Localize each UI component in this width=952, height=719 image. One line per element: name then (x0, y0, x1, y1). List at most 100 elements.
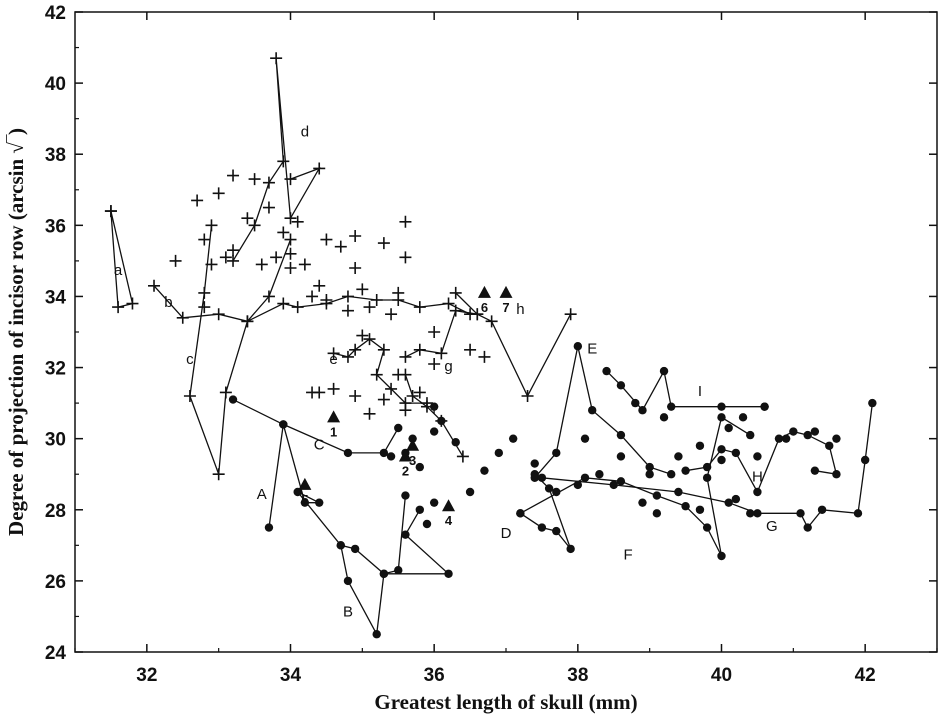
dot-marker (394, 566, 403, 575)
dot-marker (508, 434, 518, 443)
plus-marker (212, 187, 225, 200)
series-label-F: F (624, 547, 633, 564)
dot-marker (552, 526, 561, 536)
y-tick-label: 38 (45, 145, 66, 166)
plus-marker (428, 358, 441, 370)
dot-marker (573, 342, 583, 351)
reference-point-2: 2 (398, 449, 412, 478)
y-axis-title-group: Degree of projection of incisor row (arc… (4, 128, 28, 536)
y-tick-label: 36 (45, 216, 66, 237)
dot-marker (717, 551, 726, 561)
dot-marker (379, 448, 389, 458)
dot-marker (667, 470, 676, 479)
plot-frame (74, 11, 938, 653)
triangle-marker (298, 477, 312, 490)
series-h: h (449, 286, 577, 402)
plus-marker (564, 308, 577, 321)
dot-marker (746, 430, 755, 440)
dot-marker (573, 480, 583, 490)
plus-marker (205, 219, 218, 232)
plus-marker (442, 297, 455, 310)
plus-marker (270, 52, 283, 65)
series-line-A (268, 424, 407, 575)
triangle-marker (442, 499, 456, 512)
plus-marker (270, 251, 283, 264)
reference-label: 5 (301, 492, 308, 507)
dot-marker (667, 402, 676, 411)
plus-marker (435, 347, 448, 360)
dot-marker (789, 427, 798, 436)
dot-marker (681, 466, 690, 475)
plus-marker (464, 343, 477, 356)
plus-marker (219, 251, 232, 264)
series-g: g (399, 304, 484, 375)
plus-marker (363, 407, 376, 420)
plus-marker (377, 237, 390, 250)
dot-marker (530, 459, 539, 468)
x-axis-title: Greatest length of skull (mm) (374, 690, 637, 714)
dot-marker (602, 366, 611, 376)
series-b: b (148, 279, 477, 328)
dot-marker (860, 455, 870, 465)
dot-marker (537, 523, 547, 532)
dot-marker (717, 455, 726, 465)
plus-marker (284, 233, 297, 246)
plus-marker (169, 254, 182, 267)
dot-marker (753, 509, 762, 518)
dot-marker (645, 470, 654, 479)
plus-marker (227, 244, 240, 257)
y-tick-label: 24 (45, 643, 67, 664)
dot-marker (494, 448, 504, 458)
dot-marker (810, 427, 820, 436)
plus-marker (219, 386, 232, 399)
dot-marker (595, 470, 604, 479)
plus-marker (399, 215, 412, 228)
x-tick-label: 40 (711, 665, 732, 686)
y-tick-label: 32 (45, 359, 66, 380)
series-line-a (110, 210, 134, 308)
series-label-E: E (587, 340, 597, 357)
y-tick-label: 30 (45, 430, 66, 451)
plus-marker (313, 162, 326, 175)
dot-marker (552, 487, 561, 497)
dot-marker (853, 509, 863, 518)
plus-marker (413, 343, 426, 356)
dot-marker (516, 509, 525, 518)
plus-marker (148, 279, 161, 292)
plus-marker (262, 290, 275, 303)
plus-marker (277, 226, 290, 239)
plot-area-border (74, 11, 938, 653)
dot-marker (422, 519, 432, 529)
plus-marker (320, 294, 333, 306)
y-axis-title-root-symbol: √‾ (4, 134, 28, 159)
dot-marker (717, 413, 726, 422)
dot-marker (480, 466, 489, 475)
plus-marker (241, 212, 254, 225)
series-label-e: e (329, 351, 337, 368)
dot-marker (451, 438, 460, 447)
plus-marker (377, 393, 390, 406)
plus-marker (183, 390, 196, 402)
plus-marker (341, 290, 354, 303)
x-tick-label: 36 (424, 665, 445, 686)
plus-marker (363, 333, 376, 346)
dot-marker (279, 420, 288, 429)
series-D: D (501, 470, 575, 554)
dot-marker (638, 498, 647, 507)
plus-marker (277, 155, 290, 168)
dot-marker (580, 434, 590, 443)
dot-marker (803, 430, 812, 440)
plus-marker (449, 304, 462, 317)
series-label-H: H (752, 468, 763, 485)
plus-marker (349, 262, 362, 274)
dot-marker (315, 498, 324, 507)
plus-marker (449, 286, 462, 299)
plus-marker (406, 390, 419, 402)
plus-marker (198, 301, 211, 314)
triangle-marker (499, 285, 513, 298)
y-axis-title-prefix: Degree of projection of incisor row (arc… (4, 158, 28, 535)
dot-marker (695, 441, 705, 450)
plus-marker (399, 251, 412, 264)
dot-marker (868, 398, 877, 408)
reference-label: 6 (481, 300, 488, 315)
